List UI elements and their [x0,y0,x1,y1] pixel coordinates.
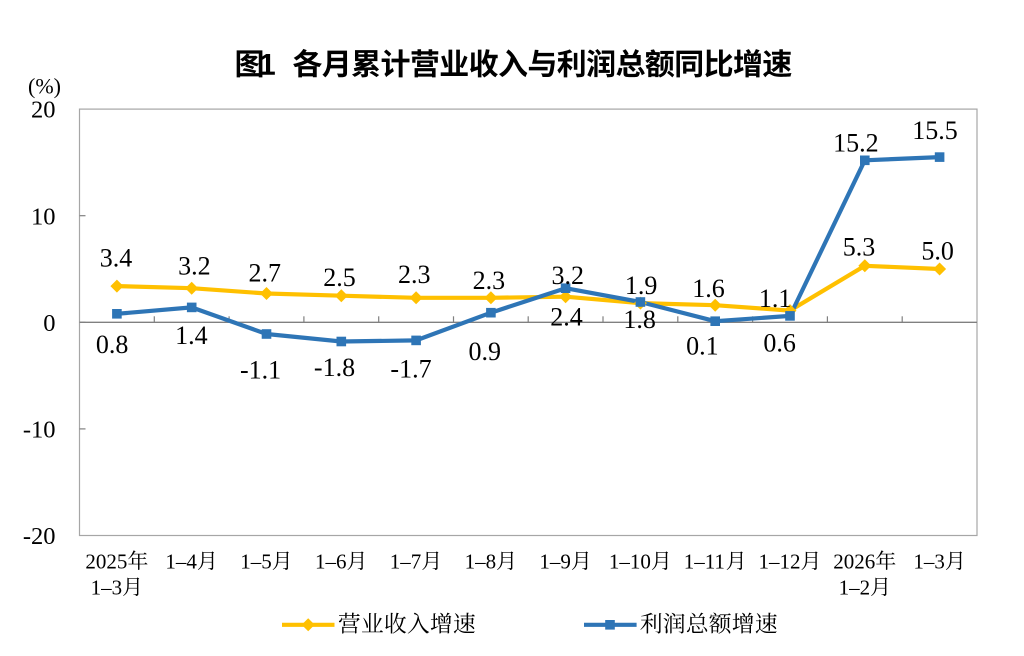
svg-text:1–11: 1–11 [684,549,725,573]
svg-text:1–9: 1–9 [539,549,571,573]
svg-text:(%): (%) [28,74,61,99]
svg-text:2.3: 2.3 [473,266,506,295]
svg-text:1.1: 1.1 [759,284,792,313]
svg-text:1–10: 1–10 [609,549,651,573]
svg-text:1.8: 1.8 [623,305,656,334]
svg-text:3.4: 3.4 [100,244,133,273]
svg-text:2025: 2025 [85,549,127,573]
svg-text:1–8: 1–8 [465,549,497,573]
svg-text:15.5: 15.5 [912,116,958,145]
svg-text:1–5: 1–5 [240,549,272,573]
svg-text:1.9: 1.9 [625,271,658,300]
svg-text:20: 20 [31,97,56,124]
svg-text:0.6: 0.6 [763,328,796,357]
svg-text:1–6: 1–6 [315,549,347,573]
svg-text:10: 10 [31,203,56,230]
svg-text:1–3: 1–3 [91,575,123,599]
svg-text:-10: -10 [23,417,56,444]
svg-text:3.2: 3.2 [178,251,211,280]
svg-text:2026: 2026 [833,549,875,573]
svg-text:5.3: 5.3 [843,233,876,262]
svg-text:-1.8: -1.8 [314,353,355,382]
svg-text:1.6: 1.6 [692,274,725,303]
svg-text:2.4: 2.4 [550,303,583,332]
svg-text:0.1: 0.1 [686,331,719,360]
svg-text:0.9: 0.9 [469,337,502,366]
svg-text:1–2: 1–2 [839,575,871,599]
svg-text:1–12: 1–12 [759,549,801,573]
svg-text:1–7: 1–7 [390,549,422,573]
svg-text:1–3: 1–3 [913,549,945,573]
svg-text:3.2: 3.2 [551,261,584,290]
svg-text:1.4: 1.4 [175,321,208,350]
svg-text:5.0: 5.0 [921,237,954,266]
svg-text:1–4: 1–4 [165,549,197,573]
svg-text:2.7: 2.7 [249,259,282,288]
svg-text:-1.1: -1.1 [240,356,281,385]
svg-text:-1.7: -1.7 [390,355,431,384]
svg-text:2.5: 2.5 [323,263,356,292]
svg-text:-20: -20 [23,523,56,550]
svg-text:2.3: 2.3 [398,260,431,289]
svg-text:0.8: 0.8 [96,330,129,359]
svg-text:15.2: 15.2 [833,129,879,158]
svg-text:0: 0 [43,310,55,337]
